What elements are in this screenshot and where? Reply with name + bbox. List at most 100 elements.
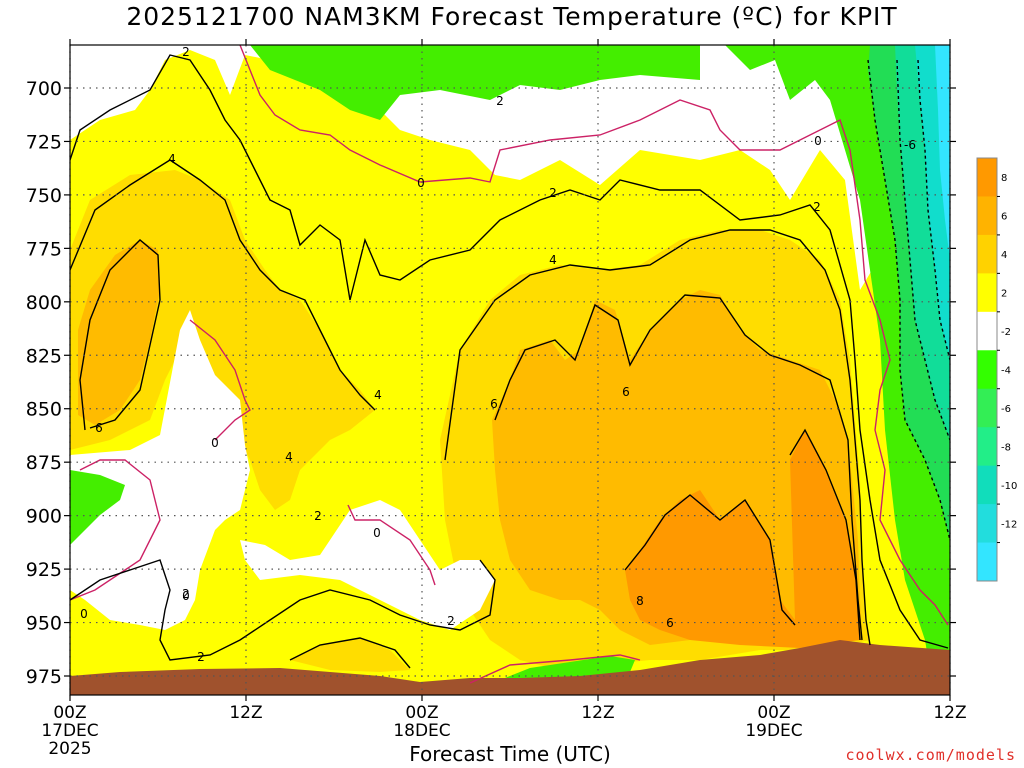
contour-label: 4 <box>168 152 176 166</box>
colorbar-label: -10 <box>1001 481 1017 492</box>
x-tick-date: 17DEC <box>41 721 98 741</box>
y-tick-label: 875 <box>26 452 62 474</box>
contour-label: 2 <box>197 650 205 664</box>
contour-line-eight <box>624 494 796 626</box>
x-tick-date: 18DEC <box>393 721 450 741</box>
contour-label: 0 <box>211 436 219 450</box>
contour-line-zero-left <box>70 459 161 601</box>
colorbar-swatch <box>977 427 997 467</box>
x-tick-year: 2025 <box>48 739 91 759</box>
fill-ground <box>70 640 950 695</box>
contour-line-eight-right <box>789 428 861 641</box>
colorbar-label: 6 <box>1001 212 1007 223</box>
contour-label: 4 <box>374 388 382 402</box>
contour-label: 2 <box>447 614 455 628</box>
colorbar-swatch <box>977 273 997 313</box>
colorbar-label: -2 <box>1001 327 1011 338</box>
y-tick-label: 775 <box>26 238 62 260</box>
contour-line-zero-mid <box>347 504 436 586</box>
y-tick-label: 800 <box>26 292 62 314</box>
contour-label: 2 <box>549 186 557 200</box>
watermark: coolwx.com/models <box>845 746 1016 764</box>
contour-label: 0 <box>814 134 822 148</box>
x-tick-label: 00Z <box>757 703 790 723</box>
contour-line-zero-upper <box>239 45 949 626</box>
colorbar-swatch <box>977 465 997 505</box>
y-tick-label: 750 <box>26 185 62 207</box>
contour-label: 0 <box>373 526 381 540</box>
contour-label: 0 <box>182 589 190 603</box>
colorbar-label: 4 <box>1001 250 1007 261</box>
y-tick-label: 900 <box>26 506 62 528</box>
colorbar-swatch <box>977 311 997 351</box>
contour-labels: 2 2 2 2 2 2 2 2 4 4 4 4 6 6 6 6 8 0 0 0 0 0 0 -6 <box>80 45 916 664</box>
colorbar-swatch <box>977 504 997 544</box>
contour-label: 2 <box>182 45 190 59</box>
y-tick-label: 950 <box>26 613 62 635</box>
contour-label: 6 <box>622 385 630 399</box>
colorbar-label: -6 <box>1001 404 1011 415</box>
contour-label: 2 <box>813 200 821 214</box>
fill-upper-white <box>70 45 950 290</box>
x-axis-label: Forecast Time (UTC) <box>409 742 611 766</box>
contour-label: 6 <box>490 397 498 411</box>
colorbar-swatch <box>977 542 997 582</box>
y-tick-label: 925 <box>26 559 62 581</box>
fill-white-mid <box>240 500 495 630</box>
fill-green-left <box>70 470 125 545</box>
plot-frame <box>69 44 951 696</box>
contour-line-two-upper <box>70 54 949 649</box>
contour-lines <box>70 45 950 684</box>
contour-line-four-mid <box>444 229 871 646</box>
contour-line-four-bottom <box>289 637 411 669</box>
fill-cold-12 <box>935 45 950 260</box>
fill-8-plus <box>625 430 860 648</box>
contour-label: 4 <box>549 253 557 267</box>
contour-label: 2 <box>496 94 504 108</box>
x-tick-label: 00Z <box>53 703 86 723</box>
colorbar-label: -4 <box>1001 366 1011 377</box>
contour-fills <box>70 45 950 695</box>
contour-label: 2 <box>182 587 190 601</box>
colorbar-label: -12 <box>1001 519 1017 530</box>
contour-line-two-bottom <box>70 559 496 661</box>
x-tick-label: 00Z <box>405 703 438 723</box>
contour-line-minus2 <box>867 59 950 541</box>
y-tick-label: 850 <box>26 399 62 421</box>
contour-line-minus6 <box>917 59 950 361</box>
fill-4-6-bottom <box>290 638 410 672</box>
contour-line-six-left <box>79 239 161 431</box>
contour-label: 0 <box>417 176 425 190</box>
colorbar-label: -8 <box>1001 442 1011 453</box>
contour-line-zero-bottom <box>469 654 641 684</box>
fill-upper-green <box>250 45 700 120</box>
contour-label: -6 <box>904 138 916 152</box>
contour-line-minus4 <box>896 59 950 441</box>
colorbar-swatch <box>977 158 997 197</box>
colorbar-frame <box>976 157 998 582</box>
colorbar-label: 2 <box>1001 289 1007 300</box>
x-tick-date: 19DEC <box>745 721 802 741</box>
y-tick-label: 700 <box>26 78 62 100</box>
fill-white-left <box>70 310 250 630</box>
colorbar-swatch <box>977 388 997 428</box>
colorbar-swatch <box>977 196 997 236</box>
y-tick-label: 825 <box>26 345 62 367</box>
colorbar-swatch <box>977 350 997 390</box>
y-tick-label: 975 <box>26 666 62 688</box>
y-tick-label: 725 <box>26 131 62 153</box>
x-tick-label: 12Z <box>933 703 966 723</box>
fill-green-bottom <box>500 656 635 682</box>
colorbar: 8 6 4 2 -2 -4 -6 -8 -10 -12 <box>976 157 1017 582</box>
fill-6-8-left <box>78 240 160 425</box>
contour-line-zero-left2 <box>189 319 251 441</box>
contour-label: 6 <box>666 616 674 630</box>
contour-label: 8 <box>636 594 644 608</box>
colorbar-label: 8 <box>1001 173 1007 184</box>
x-tick-label: 12Z <box>581 703 614 723</box>
x-tick-label: 12Z <box>229 703 262 723</box>
contour-label: 0 <box>80 607 88 621</box>
contour-label: 4 <box>285 450 293 464</box>
